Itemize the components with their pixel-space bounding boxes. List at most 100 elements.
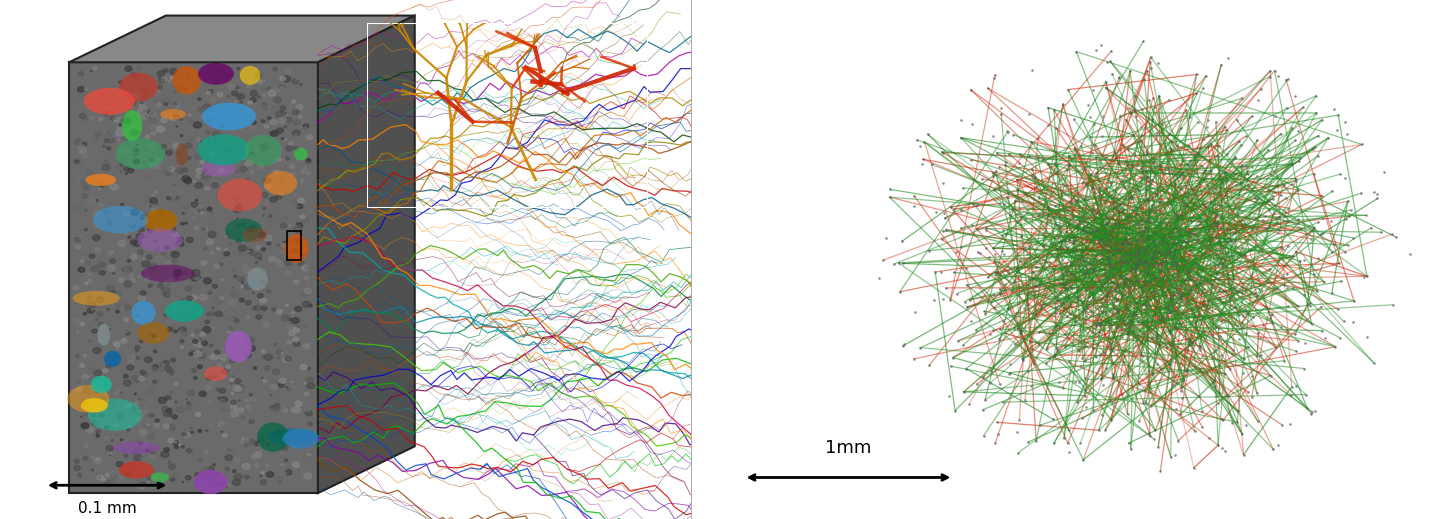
Point — [1151, 313, 1174, 322]
Point — [1145, 287, 1168, 295]
Point — [1096, 252, 1119, 261]
Circle shape — [238, 67, 239, 70]
Point — [1155, 250, 1178, 258]
Point — [1207, 262, 1230, 270]
Circle shape — [156, 256, 163, 262]
Circle shape — [276, 408, 278, 409]
Point — [1081, 265, 1104, 274]
Circle shape — [111, 474, 117, 479]
Circle shape — [304, 405, 311, 411]
Point — [1169, 231, 1192, 239]
Circle shape — [223, 434, 228, 437]
Point — [1302, 145, 1325, 154]
Point — [1323, 343, 1346, 351]
Circle shape — [301, 181, 302, 183]
Point — [1164, 270, 1187, 278]
Circle shape — [301, 217, 310, 223]
Point — [1051, 298, 1074, 307]
Point — [1135, 246, 1158, 254]
Point — [973, 395, 996, 404]
Point — [1151, 259, 1174, 267]
Point — [1289, 154, 1312, 162]
Circle shape — [179, 319, 180, 320]
Point — [1261, 192, 1284, 200]
Ellipse shape — [173, 66, 202, 94]
Circle shape — [147, 240, 151, 243]
Circle shape — [114, 423, 118, 427]
Circle shape — [78, 237, 82, 240]
Point — [982, 325, 1005, 334]
Point — [1145, 162, 1168, 170]
Point — [1293, 364, 1316, 373]
Point — [1286, 214, 1309, 223]
Point — [1308, 132, 1331, 140]
Point — [1172, 376, 1195, 384]
Point — [1074, 286, 1097, 295]
Point — [975, 226, 998, 235]
Point — [1223, 303, 1246, 311]
Circle shape — [246, 399, 249, 402]
Point — [1009, 329, 1032, 337]
Point — [1143, 240, 1166, 249]
Circle shape — [154, 422, 160, 427]
Point — [1263, 285, 1286, 293]
Circle shape — [239, 408, 243, 412]
Point — [1092, 250, 1115, 258]
Point — [1102, 278, 1125, 286]
Circle shape — [304, 124, 308, 128]
Circle shape — [215, 299, 222, 305]
Point — [1076, 229, 1099, 237]
Point — [1017, 367, 1040, 375]
Circle shape — [143, 95, 147, 99]
Circle shape — [95, 405, 98, 408]
Circle shape — [94, 307, 96, 308]
Circle shape — [304, 288, 311, 294]
Point — [1096, 240, 1119, 248]
Circle shape — [147, 222, 154, 227]
Circle shape — [196, 175, 200, 179]
Circle shape — [281, 315, 289, 321]
Point — [1102, 359, 1125, 367]
Ellipse shape — [248, 279, 259, 289]
Circle shape — [194, 154, 203, 159]
Point — [1060, 284, 1083, 292]
Circle shape — [228, 237, 230, 239]
Circle shape — [147, 433, 156, 440]
Point — [1009, 327, 1032, 335]
Point — [1093, 280, 1116, 289]
Circle shape — [164, 447, 168, 452]
Circle shape — [215, 181, 219, 184]
Circle shape — [222, 358, 226, 362]
Point — [1385, 233, 1408, 241]
Circle shape — [156, 419, 160, 422]
Circle shape — [222, 425, 230, 430]
Circle shape — [140, 104, 147, 109]
Point — [1130, 163, 1153, 172]
Circle shape — [204, 320, 210, 324]
Point — [1112, 251, 1135, 260]
Circle shape — [167, 226, 173, 230]
Circle shape — [238, 222, 245, 228]
Point — [1034, 257, 1057, 265]
Circle shape — [202, 169, 207, 172]
Point — [932, 295, 955, 303]
Point — [1022, 282, 1045, 290]
Point — [1188, 217, 1211, 225]
Circle shape — [285, 70, 292, 74]
Circle shape — [183, 440, 184, 441]
Circle shape — [147, 206, 151, 208]
Ellipse shape — [131, 301, 156, 325]
Point — [1038, 354, 1061, 363]
Point — [972, 373, 995, 381]
Circle shape — [220, 263, 223, 266]
Point — [958, 400, 981, 408]
Point — [1169, 282, 1192, 290]
Circle shape — [246, 337, 253, 344]
Point — [1058, 300, 1081, 308]
Circle shape — [102, 160, 111, 166]
Ellipse shape — [141, 265, 194, 282]
Point — [1299, 235, 1322, 243]
Point — [1221, 252, 1244, 261]
Circle shape — [233, 458, 240, 463]
Circle shape — [300, 84, 302, 85]
